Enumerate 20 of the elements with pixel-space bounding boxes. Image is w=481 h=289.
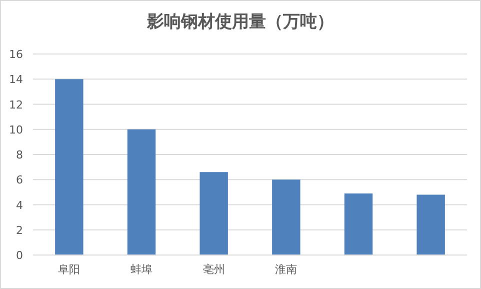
chart-title: 影响钢材使用量（万吨） [146,12,334,32]
x-tick-label: 亳州 [202,263,225,276]
y-tick-label: 2 [16,224,23,237]
y-tick-label: 10 [9,123,23,136]
bar [416,194,445,255]
bar [127,129,156,255]
y-tick-label: 12 [9,98,23,112]
y-tick-label: 6 [16,174,23,187]
y-tick-label: 0 [16,249,23,262]
y-tick-label: 4 [16,198,23,212]
y-tick-label: 8 [16,148,23,162]
x-tick-label: 蚌埠 [130,263,152,276]
bar [344,193,373,255]
x-tick-label: 阜阳 [58,263,80,276]
bar [272,180,300,255]
x-tick-label: 淮南 [275,263,298,276]
bar [200,172,228,255]
y-tick-label: 14 [9,73,23,86]
y-tick-label: 16 [9,48,23,61]
bar [55,79,84,255]
